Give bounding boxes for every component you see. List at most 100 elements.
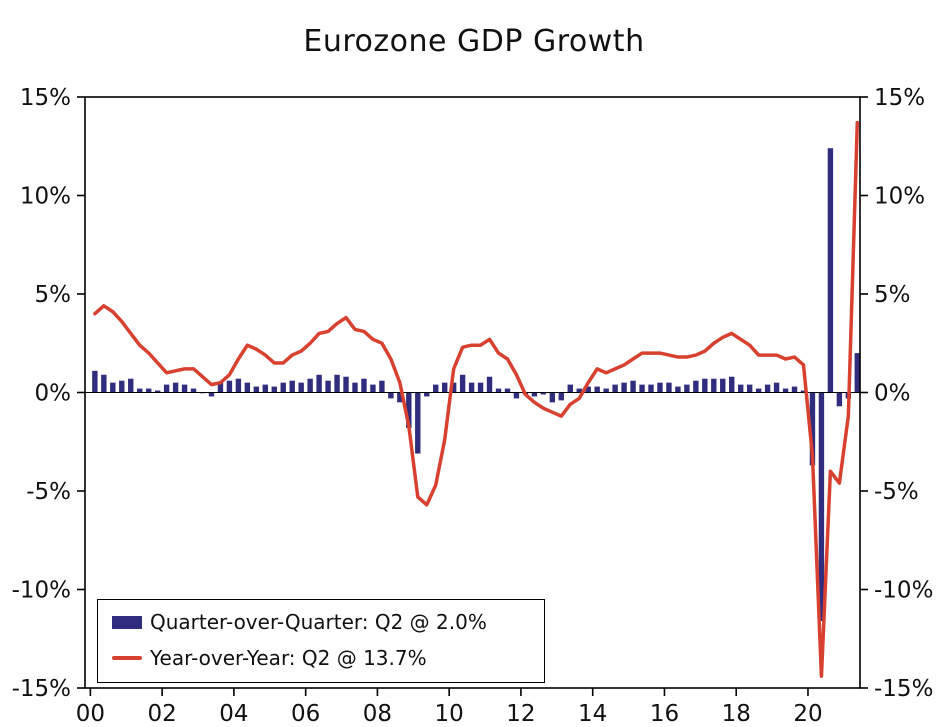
y-axis-label-left: 0% xyxy=(35,381,72,407)
qoq-bar xyxy=(163,384,170,393)
qoq-bar xyxy=(316,374,322,393)
y-axis-label-left: -15% xyxy=(12,676,71,702)
qoq-bar xyxy=(531,392,538,397)
qoq-bar xyxy=(702,378,708,393)
qoq-bar xyxy=(271,386,277,393)
qoq-bar xyxy=(782,388,789,393)
qoq-bar xyxy=(459,374,466,393)
y-axis-label-left: 15% xyxy=(20,85,71,111)
y-axis-label-left: -10% xyxy=(12,578,71,604)
qoq-bar xyxy=(513,392,520,399)
y-axis-label-right: 15% xyxy=(874,85,925,111)
qoq-bar xyxy=(594,386,600,393)
qoq-bar xyxy=(684,384,690,393)
qoq-bar xyxy=(226,380,233,393)
qoq-bar xyxy=(172,382,179,393)
qoq-bar xyxy=(576,388,582,393)
qoq-bar xyxy=(154,390,161,393)
qoq-bar xyxy=(343,376,349,393)
qoq-bar xyxy=(746,384,753,393)
y-axis-label-left: -5% xyxy=(26,479,71,505)
qoq-bar xyxy=(648,384,654,393)
qoq-bar xyxy=(379,380,385,393)
qoq-bar xyxy=(433,384,439,393)
y-axis-label-right: 0% xyxy=(874,381,911,407)
qoq-bar xyxy=(145,388,152,393)
x-axis-label: 12 xyxy=(506,701,535,727)
qoq-bar xyxy=(110,382,116,393)
qoq-bar xyxy=(424,392,430,397)
qoq-bar xyxy=(334,374,340,393)
qoq-bar xyxy=(244,382,251,393)
qoq-bar xyxy=(137,388,143,393)
qoq-bar xyxy=(764,384,771,393)
qoq-bar xyxy=(639,384,645,393)
qoq-bar xyxy=(262,384,268,393)
x-axis-label: 08 xyxy=(363,701,392,727)
qoq-bar xyxy=(567,384,573,393)
x-axis-label: 16 xyxy=(650,701,679,727)
qoq-bar-swatch-icon xyxy=(112,615,142,629)
y-axis-label-right: 5% xyxy=(874,282,911,308)
qoq-bar xyxy=(800,390,807,393)
qoq-bar xyxy=(558,392,564,401)
qoq-bar xyxy=(729,376,735,393)
qoq-bar xyxy=(450,382,457,393)
qoq-bar xyxy=(406,392,412,428)
x-axis-label: 06 xyxy=(291,701,320,727)
qoq-bar xyxy=(217,382,224,393)
qoq-bar xyxy=(540,392,547,395)
qoq-bar xyxy=(755,388,762,393)
qoq-bar xyxy=(720,378,726,393)
qoq-bar xyxy=(119,380,125,393)
qoq-bar xyxy=(711,378,717,393)
qoq-bar xyxy=(504,388,511,393)
qoq-bar xyxy=(325,380,331,393)
qoq-bar xyxy=(773,382,780,393)
qoq-bar xyxy=(92,370,98,393)
x-axis-label: 02 xyxy=(148,701,177,727)
chart-title: Eurozone GDP Growth xyxy=(303,24,645,59)
qoq-bar xyxy=(836,392,843,407)
qoq-bar xyxy=(352,382,358,393)
qoq-bar xyxy=(101,374,107,393)
qoq-bar xyxy=(693,380,699,393)
x-axis-label: 14 xyxy=(578,701,607,727)
qoq-bar xyxy=(585,386,591,393)
qoq-bar xyxy=(181,384,188,393)
qoq-bar xyxy=(370,384,376,393)
qoq-bar xyxy=(477,382,484,393)
qoq-bar xyxy=(675,386,681,393)
qoq-bar xyxy=(549,392,556,403)
qoq-bar xyxy=(280,382,286,393)
qoq-bar xyxy=(415,392,421,454)
legend-label-yoy: Year-over-Year: Q2 @ 13.7% xyxy=(150,646,427,670)
qoq-bar xyxy=(791,386,798,393)
legend: Quarter-over-Quarter: Q2 @ 2.0% Year-ove… xyxy=(97,599,545,683)
qoq-bar xyxy=(468,382,475,393)
qoq-bar xyxy=(298,382,304,393)
legend-item-yoy: Year-over-Year: Q2 @ 13.7% xyxy=(112,646,530,670)
qoq-bar xyxy=(809,392,816,466)
y-axis-label-right: -10% xyxy=(874,578,933,604)
qoq-bar xyxy=(827,148,834,393)
qoq-bar xyxy=(441,382,448,393)
qoq-bar xyxy=(361,378,367,393)
y-axis-label-left: 5% xyxy=(35,282,72,308)
qoq-bar xyxy=(657,382,663,393)
qoq-bar xyxy=(486,376,493,393)
x-axis-label: 18 xyxy=(722,701,751,727)
qoq-bar xyxy=(666,382,672,393)
x-axis-label: 20 xyxy=(793,701,822,727)
qoq-bar xyxy=(388,392,394,399)
qoq-bar xyxy=(630,380,636,393)
qoq-bar xyxy=(612,384,618,393)
qoq-bar xyxy=(307,378,313,393)
qoq-bar xyxy=(854,353,861,393)
qoq-bar xyxy=(190,388,197,393)
y-axis-label-left: 10% xyxy=(20,184,71,210)
x-axis-label: 10 xyxy=(435,701,464,727)
qoq-bar xyxy=(738,384,744,393)
